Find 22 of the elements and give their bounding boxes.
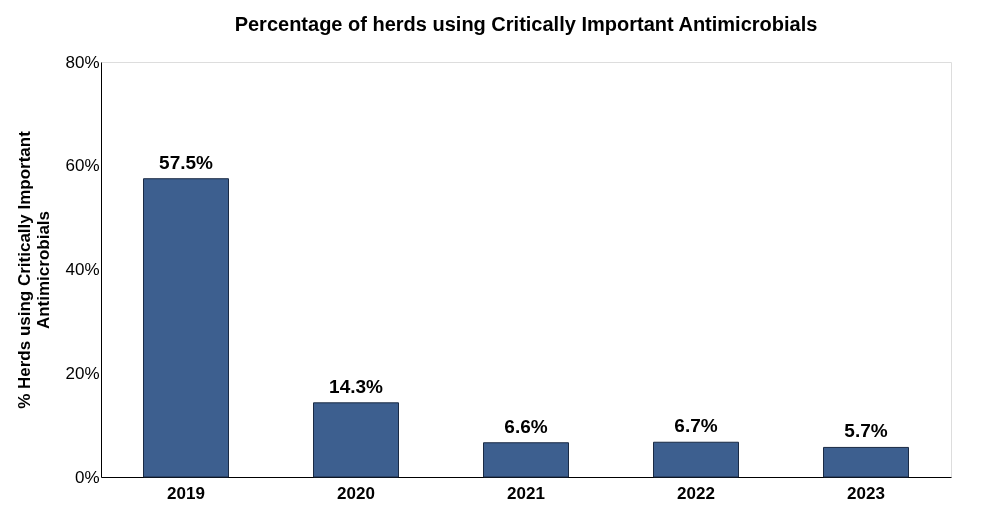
y-tick-label: 60% [65,156,100,176]
y-tick-label: 0% [74,467,100,487]
data-label: 14.3% [329,375,384,397]
y-tick-label: 80% [65,52,100,72]
data-label: 5.7% [844,420,888,442]
y-axis-title: % Herds using Critically Important Antimicrobials [15,130,54,409]
x-tick-label: 2019 [167,483,205,503]
bar [653,441,739,478]
bar [143,178,229,478]
bar [313,402,399,478]
y-tick-label: 20% [65,363,100,383]
x-tick-label: 2022 [677,483,715,503]
chart-title: Percentage of herds using Critically Important Antimicrobials [234,13,818,35]
x-tick-label: 2023 [847,483,885,503]
bar [823,446,909,478]
data-label: 6.7% [674,415,718,437]
x-tick-label: 2021 [507,483,545,503]
x-tick-label: 2020 [337,483,375,503]
bar [483,442,569,478]
y-tick-label: 40% [65,260,100,279]
data-label: 57.5% [159,151,214,173]
data-label: 6.6% [504,415,548,437]
